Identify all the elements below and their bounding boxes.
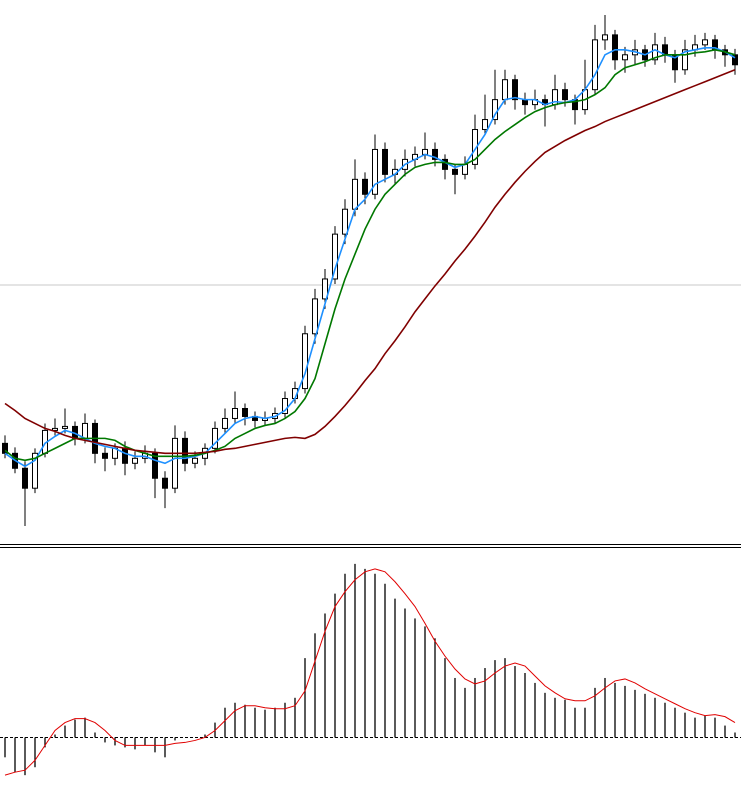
candle-body (52, 427, 58, 431)
candle-body (332, 233, 338, 280)
candle-body (82, 422, 88, 439)
candle-body (462, 163, 468, 175)
candle-body (122, 447, 128, 464)
candle-body (62, 425, 68, 429)
candle-body (482, 119, 488, 131)
moving-average (4, 47, 736, 468)
candle-body (352, 178, 358, 210)
candle-body (702, 39, 708, 46)
candle-body (162, 477, 168, 489)
candle-body (452, 168, 458, 175)
candle-body (432, 148, 438, 160)
candle-body (372, 148, 378, 195)
signal-line (4, 568, 736, 776)
candle-body (232, 407, 238, 419)
candle-body (32, 452, 38, 489)
candle-body (312, 298, 318, 335)
moving-average (4, 68, 736, 455)
candle-body (132, 457, 138, 464)
candle-body (192, 457, 198, 464)
candle-body (102, 452, 108, 459)
candle-body (562, 89, 568, 101)
candle-body (182, 437, 188, 464)
candle-body (222, 417, 228, 429)
candle-body (342, 208, 348, 235)
candle-body (172, 437, 178, 489)
candle-body (212, 427, 218, 449)
candle-body (592, 39, 598, 91)
candle-body (322, 278, 328, 300)
candle-body (512, 79, 518, 101)
candle-body (152, 452, 158, 479)
candle-body (602, 34, 608, 41)
moving-average (4, 49, 736, 462)
candle-body (682, 49, 688, 71)
candle-body (362, 178, 368, 195)
candle-body (302, 333, 308, 390)
candle-body (652, 44, 658, 61)
candle-body (502, 79, 508, 101)
candle-body (282, 398, 288, 414)
candle-body (242, 407, 248, 417)
candle-body (22, 467, 28, 489)
candle-body (622, 54, 628, 61)
candle-body (382, 148, 388, 175)
candle-body (612, 34, 618, 61)
